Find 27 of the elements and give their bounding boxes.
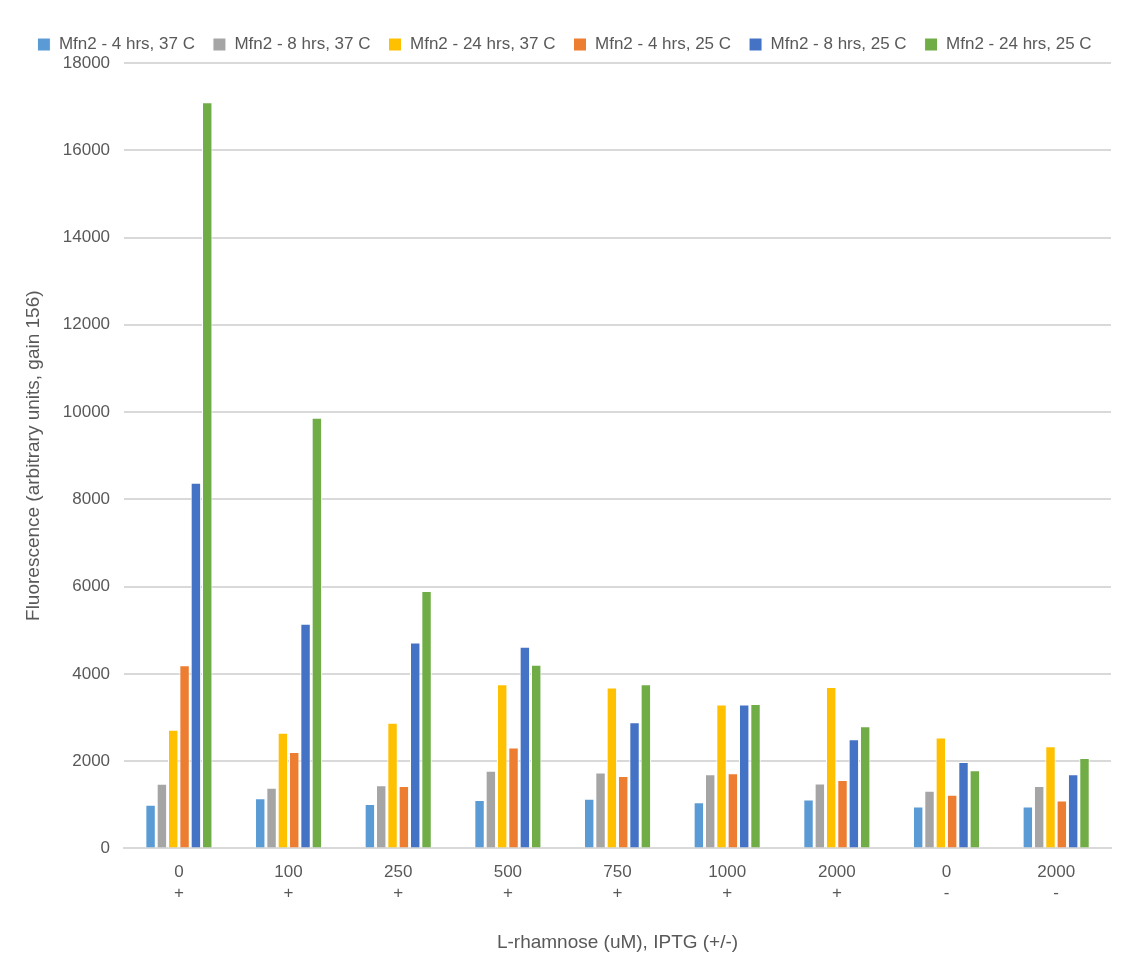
legend-label: Mfn2 - 24 hrs, 37 C [410, 34, 556, 54]
y-axis-title: Fluorescence (arbitrary units, gain 156) [21, 290, 43, 621]
legend-label: Mfn2 - 8 hrs, 25 C [770, 34, 907, 54]
legend-label: Mfn2 - 24 hrs, 25 C [946, 34, 1092, 54]
x-tick-label: 100 + [274, 862, 303, 902]
y-tick-label: 12000 [62, 314, 111, 334]
y-tick-label: 2000 [72, 750, 111, 770]
x-tick-label: 0 - [941, 862, 952, 902]
y-tick-label: 10000 [62, 401, 111, 421]
x-tick-label: 500 + [493, 862, 523, 902]
y-tick-label: 4000 [72, 663, 111, 683]
y-tick-label: 16000 [62, 139, 111, 159]
x-axis-title: L-rhamnose (uM), IPTG (+/-) [496, 930, 739, 952]
y-tick-label: 0 [100, 838, 111, 858]
y-tick-label: 14000 [62, 227, 111, 247]
y-tick-label: 6000 [72, 576, 111, 596]
x-tick-label: 250 + [384, 862, 413, 902]
x-tick-label: 0 + [173, 862, 184, 902]
x-tick-label: 2000 - [1037, 862, 1076, 902]
legend-label: Mfn2 - 8 hrs, 37 C [234, 34, 371, 54]
legend-label: Mfn2 - 4 hrs, 37 C [58, 34, 195, 54]
y-tick-label: 18000 [62, 52, 111, 72]
x-tick-label: 750 + [603, 862, 632, 902]
x-tick-label: 2000 + [817, 862, 856, 902]
x-tick-label: 1000 + [708, 862, 747, 902]
legend-label: Mfn2 - 4 hrs, 25 C [595, 34, 732, 54]
y-tick-label: 8000 [72, 489, 111, 509]
